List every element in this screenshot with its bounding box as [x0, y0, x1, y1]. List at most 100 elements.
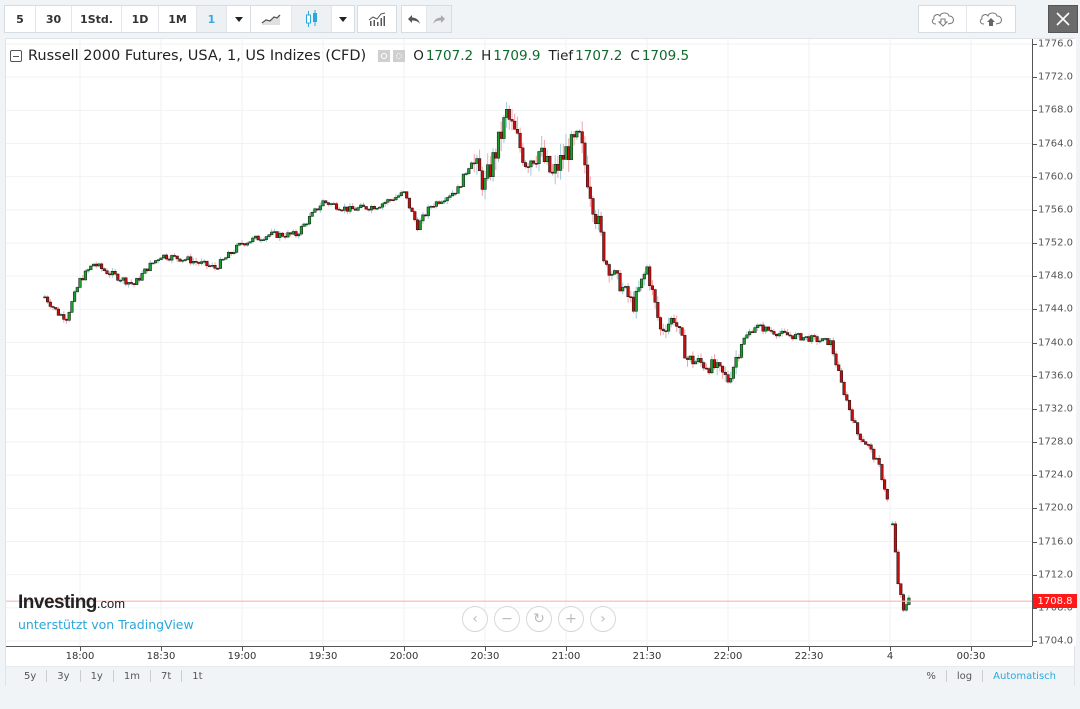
price-tick	[1033, 508, 1037, 510]
price-tick	[1033, 375, 1037, 377]
close-value: 1709.5	[641, 48, 690, 64]
chart-type-dropdown[interactable]	[332, 6, 354, 32]
price-label: 1716.0	[1038, 536, 1073, 547]
price-label: 1752.0	[1038, 237, 1073, 249]
price-label: 1776.0	[1038, 38, 1073, 50]
time-label: 22:00	[713, 651, 743, 662]
range-5y[interactable]: 5y	[24, 670, 37, 682]
range-1t[interactable]: 1t	[192, 670, 203, 682]
time-tick	[728, 647, 729, 651]
chevron-right-icon: ›	[600, 611, 606, 627]
price-label: 1728.0	[1038, 436, 1073, 448]
indicators-button[interactable]	[358, 6, 396, 32]
range-3y[interactable]: 3y	[57, 670, 70, 682]
close-button[interactable]	[1048, 5, 1078, 33]
reset-button[interactable]: ↻	[526, 606, 552, 632]
interval-dropdown[interactable]	[227, 6, 250, 32]
open-value: 1707.2	[425, 48, 474, 64]
price-label: 1768.0	[1038, 104, 1073, 116]
time-tick	[485, 647, 486, 651]
collapse-legend-icon[interactable]	[10, 50, 22, 62]
chevron-down-icon	[234, 16, 243, 22]
settings-icon[interactable]	[393, 50, 406, 62]
undo-button[interactable]	[402, 6, 427, 32]
price-label: 1736.0	[1038, 370, 1073, 382]
range-1y[interactable]: 1y	[90, 670, 103, 682]
chart-plot-area[interactable]: Russell 2000 Futures, USA, 1, US Indizes…	[6, 39, 1032, 646]
scale-percent[interactable]: %	[926, 670, 936, 682]
price-tick	[1033, 607, 1037, 609]
price-label: 1724.0	[1038, 469, 1073, 481]
scroll-right-button[interactable]: ›	[590, 606, 616, 632]
price-label: 1744.0	[1038, 303, 1073, 315]
candlestick-icon	[305, 10, 317, 27]
price-label: 1740.0	[1038, 337, 1073, 348]
price-tick	[1033, 243, 1037, 244]
close-icon	[1056, 12, 1070, 26]
price-tick	[1033, 309, 1037, 311]
time-tick	[809, 647, 810, 651]
interval-1std[interactable]: 1Std.	[72, 6, 122, 32]
interval-5[interactable]: 5	[5, 6, 36, 32]
candlestick-button[interactable]	[292, 6, 332, 32]
time-tick	[242, 647, 243, 651]
scale-auto[interactable]: Automatisch	[993, 670, 1056, 682]
bottom-bar: 5y 3y 1y 1m 7t 1t % log Automatisch	[6, 666, 1074, 686]
time-label: 19:00	[227, 651, 257, 662]
high-label: H	[481, 48, 492, 64]
logo-text: Investing	[18, 592, 97, 613]
interval-1d[interactable]: 1D	[122, 6, 159, 32]
price-label: 1764.0	[1038, 138, 1073, 149]
scroll-left-button[interactable]: ‹	[462, 606, 488, 632]
range-7t[interactable]: 7t	[160, 670, 172, 682]
low-value: 1707.2	[575, 48, 623, 64]
investing-logo[interactable]: Investing.com unterstützt von TradingVie…	[18, 592, 194, 632]
cloud-download-button[interactable]	[919, 6, 967, 32]
time-label: 22:30	[794, 651, 824, 662]
time-axis[interactable]: 18:00 18:30 19:00 19:30 20:00 20:30 21:00 21:30…	[6, 646, 1032, 666]
range-buttons: 5y 3y 1y 1m 7t 1t	[14, 670, 213, 682]
time-label: 18:30	[146, 651, 176, 662]
time-label: 21:30	[632, 651, 662, 662]
scale-log[interactable]: log	[956, 670, 973, 682]
price-label: 1760.0	[1038, 171, 1073, 183]
time-tick	[647, 647, 648, 651]
zoom-out-button[interactable]: −	[494, 606, 520, 632]
chart-frame: Russell 2000 Futures, USA, 1, US Indizes…	[5, 38, 1077, 686]
reset-icon: ↻	[533, 611, 545, 627]
price-label: 1720.0	[1038, 502, 1073, 514]
candlestick-plot	[6, 39, 1032, 646]
time-tick	[566, 647, 567, 651]
price-tick	[1033, 641, 1037, 642]
time-tick	[323, 647, 324, 651]
close-label: C	[630, 48, 640, 64]
price-tick	[1033, 408, 1037, 410]
time-label: 20:30	[470, 651, 500, 662]
price-axis[interactable]: 1776.0 1772.0 1768.0 1764.0 1760.0 1756.0 1752…	[1032, 38, 1077, 647]
symbol-title: Russell 2000 Futures, USA, 1, US Indizes…	[28, 48, 367, 64]
time-label: 4	[886, 651, 894, 662]
price-label: 1772.0	[1038, 71, 1073, 83]
current-price-badge: 1708.8	[1033, 594, 1077, 609]
plus-icon: +	[565, 611, 577, 627]
zoom-in-button[interactable]: +	[558, 606, 584, 632]
cloud-upload-button[interactable]	[967, 6, 1015, 32]
interval-30[interactable]: 30	[36, 6, 72, 32]
undo-icon	[408, 14, 420, 24]
visibility-icon[interactable]	[378, 50, 391, 62]
high-value: 1709.9	[493, 48, 541, 64]
time-tick	[80, 647, 81, 651]
line-chart-button[interactable]	[251, 6, 292, 32]
open-label: O	[413, 48, 424, 64]
time-tick	[971, 647, 972, 651]
redo-button[interactable]	[427, 6, 451, 32]
price-tick	[1033, 442, 1037, 443]
time-label: 21:00	[551, 651, 581, 662]
interval-1m[interactable]: 1M	[159, 6, 197, 32]
interval-1min[interactable]: 1	[197, 6, 227, 32]
history-group	[401, 5, 452, 33]
powered-by-link[interactable]: unterstützt von TradingView	[18, 617, 194, 632]
price-tick	[1033, 574, 1037, 576]
range-1m[interactable]: 1m	[123, 670, 140, 682]
interval-group: 5 30 1Std. 1D 1M 1	[4, 5, 251, 33]
